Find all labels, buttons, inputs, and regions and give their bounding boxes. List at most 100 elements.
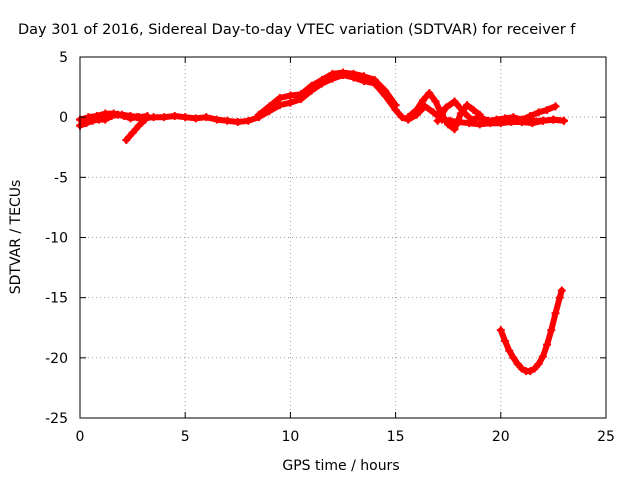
data-point bbox=[118, 110, 127, 119]
data-point bbox=[307, 81, 316, 90]
data-point bbox=[170, 111, 179, 120]
data-point bbox=[463, 101, 472, 110]
data-point bbox=[181, 113, 190, 122]
data-point bbox=[429, 108, 438, 117]
data-point bbox=[254, 110, 263, 119]
data-point bbox=[404, 113, 413, 122]
data-point bbox=[128, 128, 137, 137]
data-point bbox=[555, 293, 564, 302]
data-point bbox=[496, 326, 505, 335]
data-point bbox=[275, 101, 284, 110]
data-point bbox=[223, 116, 232, 125]
series-track-end bbox=[517, 115, 568, 128]
y-tick-label: -10 bbox=[45, 231, 68, 247]
data-point bbox=[467, 115, 476, 124]
data-point bbox=[530, 364, 539, 373]
data-point bbox=[109, 109, 118, 118]
data-point bbox=[526, 367, 535, 376]
data-point bbox=[391, 101, 400, 110]
data-point bbox=[549, 115, 558, 124]
data-point bbox=[442, 103, 451, 112]
data-point bbox=[139, 114, 148, 123]
data-point bbox=[92, 111, 101, 120]
data-point bbox=[534, 108, 543, 117]
data-point bbox=[458, 107, 467, 116]
data-point bbox=[134, 121, 143, 130]
data-point bbox=[543, 340, 552, 349]
data-point bbox=[265, 102, 274, 111]
data-point bbox=[126, 111, 135, 120]
y-tick-label: -25 bbox=[45, 411, 68, 427]
data-point bbox=[212, 115, 221, 124]
data-point bbox=[475, 113, 484, 122]
data-point bbox=[517, 117, 526, 126]
series-track-wiggle-2 bbox=[433, 97, 560, 125]
data-point bbox=[160, 113, 169, 122]
x-tick-label: 25 bbox=[597, 429, 615, 445]
y-tick-label: 0 bbox=[59, 110, 68, 126]
data-layer bbox=[76, 68, 568, 376]
chart-title: Day 301 of 2016, Sidereal Day-to-day VTE… bbox=[18, 22, 576, 38]
data-point bbox=[543, 105, 552, 114]
data-point bbox=[328, 69, 337, 78]
data-point bbox=[509, 353, 518, 362]
data-point bbox=[509, 113, 518, 122]
y-axis-label: SDTVAR / TECUs bbox=[8, 180, 24, 295]
data-point bbox=[101, 109, 110, 118]
data-point bbox=[475, 120, 484, 129]
tick-layer: 0 5 10 15 20 25 5 0 -5 -10 -15 -20 -25 bbox=[45, 50, 615, 445]
y-tick-label: -15 bbox=[45, 291, 68, 307]
data-point bbox=[551, 102, 560, 111]
data-point bbox=[244, 116, 253, 125]
data-point bbox=[469, 105, 478, 114]
data-point bbox=[431, 97, 440, 106]
data-point bbox=[360, 72, 369, 81]
data-point bbox=[501, 336, 510, 345]
data-point bbox=[513, 359, 522, 368]
data-point bbox=[444, 120, 453, 129]
data-point bbox=[559, 116, 568, 125]
data-point bbox=[547, 326, 556, 335]
data-point bbox=[538, 352, 547, 361]
data-point bbox=[339, 68, 347, 77]
data-point bbox=[122, 136, 131, 145]
series-line bbox=[497, 287, 565, 375]
data-point bbox=[538, 116, 547, 125]
data-point bbox=[202, 113, 211, 122]
data-point bbox=[381, 86, 390, 95]
x-tick-label: 0 bbox=[76, 429, 85, 445]
data-point bbox=[370, 75, 379, 84]
data-point bbox=[418, 96, 427, 105]
y-tick-label: -5 bbox=[54, 170, 68, 186]
data-point bbox=[286, 98, 295, 107]
data-point bbox=[286, 91, 295, 100]
data-point bbox=[191, 114, 200, 123]
series-line bbox=[123, 116, 149, 143]
data-point bbox=[349, 69, 358, 78]
x-tick-label: 10 bbox=[281, 429, 299, 445]
y-tick-label: 5 bbox=[59, 50, 68, 66]
data-point bbox=[528, 119, 537, 128]
data-point bbox=[233, 117, 242, 126]
data-point bbox=[492, 115, 501, 124]
data-point bbox=[149, 113, 158, 122]
x-tick-label: 5 bbox=[181, 429, 190, 445]
data-point bbox=[517, 364, 526, 373]
data-point bbox=[534, 359, 543, 368]
data-point bbox=[526, 111, 535, 120]
data-point bbox=[412, 105, 421, 114]
x-axis-label: GPS time / hours bbox=[282, 458, 399, 474]
data-point bbox=[484, 116, 493, 125]
data-point bbox=[296, 90, 305, 99]
x-tick-label: 15 bbox=[387, 429, 405, 445]
data-point bbox=[433, 116, 442, 125]
y-tick-label: -20 bbox=[45, 351, 68, 367]
series-track-dip bbox=[496, 286, 566, 376]
data-point bbox=[501, 114, 510, 123]
x-tick-label: 20 bbox=[492, 429, 510, 445]
data-point bbox=[551, 309, 560, 318]
data-point bbox=[317, 75, 326, 84]
data-point bbox=[275, 93, 284, 102]
